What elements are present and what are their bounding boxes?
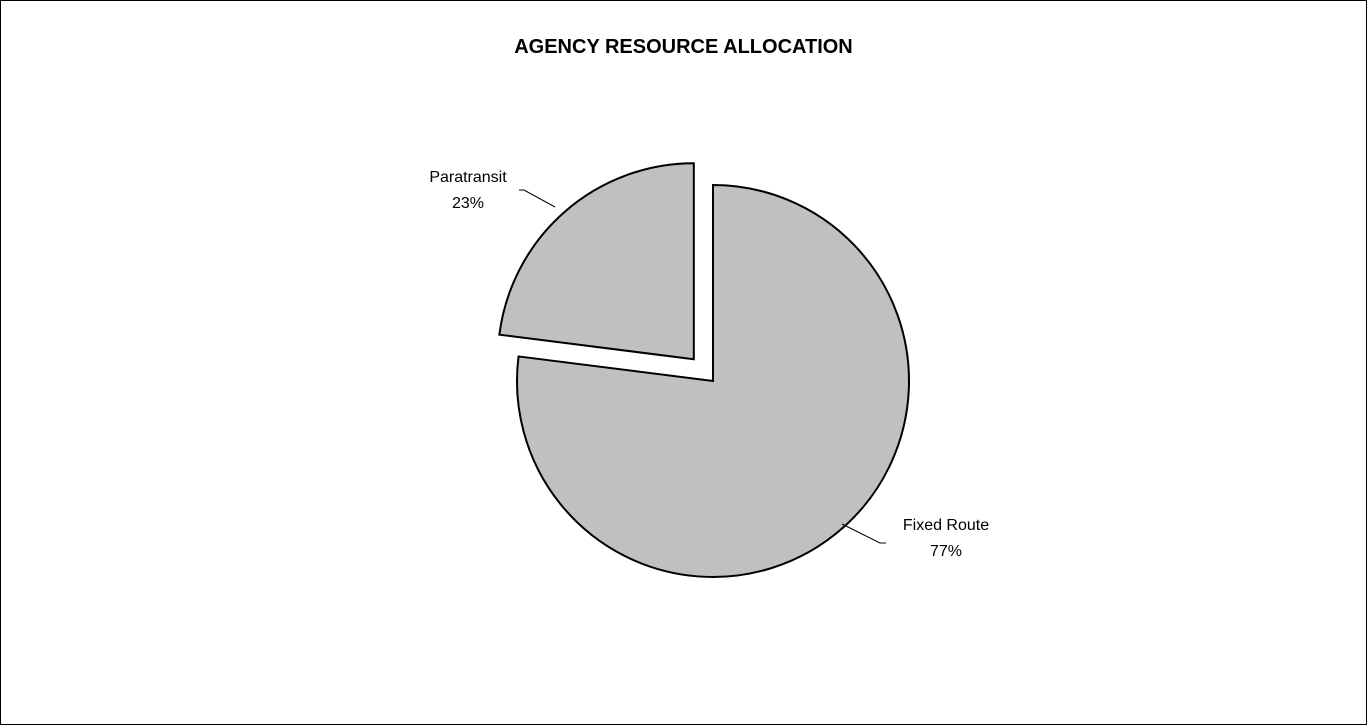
- pie-slice-paratransit: [498, 162, 695, 361]
- pie-slices: [498, 162, 910, 578]
- leader-line-fixed-route: [841, 523, 886, 544]
- pie-slice-fixed-route: [516, 183, 910, 578]
- slice-label-percent: 23%: [452, 195, 484, 212]
- slice-label-percent: 77%: [930, 543, 962, 560]
- slice-label-name: Fixed Route: [903, 517, 989, 534]
- leader-lines: [519, 189, 886, 544]
- leader-line-paratransit: [519, 189, 556, 208]
- chart-title: AGENCY RESOURCE ALLOCATION: [514, 36, 853, 58]
- slice-labels: Fixed Route 77% Paratransit 23%: [429, 169, 989, 560]
- slice-label-name: Paratransit: [429, 169, 507, 186]
